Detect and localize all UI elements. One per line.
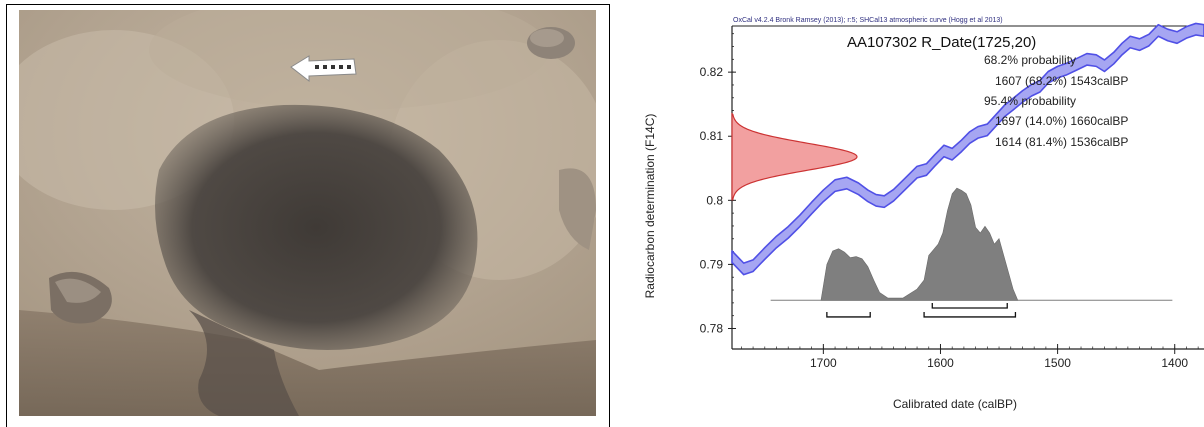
- annotation-95-range-1: 1697 (14.0%) 1660calBP: [995, 114, 1128, 128]
- x-tick-label: 1400: [1161, 356, 1188, 370]
- annotation-68-range: 1607 (68.2%) 1543calBP: [995, 74, 1128, 88]
- chart-title: AA107302 R_Date(1725,20): [847, 34, 1036, 51]
- range-bracket: [827, 312, 870, 317]
- chart-source-line: OxCal v4.2.4 Bronk Ramsey (2013); r:5; S…: [733, 17, 1003, 24]
- y-tick-label: 0.79: [700, 257, 724, 271]
- range-bracket: [924, 312, 1015, 317]
- y-tick-label: 0.82: [700, 65, 724, 79]
- y-axis-label: Radiocarbon determination (F14C): [643, 114, 657, 299]
- x-tick-label: 1500: [1044, 356, 1071, 370]
- excavation-photo-image: [19, 10, 596, 416]
- calibrated-distribution: [821, 188, 1018, 300]
- x-tick-label: 1600: [927, 356, 954, 370]
- calibration-chart: 0.78 0.79 0.8 0.81 0.82 1700 1600 1500 1400 OxCa…: [625, 4, 1204, 427]
- x-axis-label: Calibrated date (calBP): [893, 397, 1017, 411]
- excavation-photo: [19, 10, 596, 416]
- x-tick-label: 1700: [810, 356, 837, 370]
- calibration-chart-svg: 0.78 0.79 0.8 0.81 0.82 1700 1600 1500 1400 OxCa…: [625, 4, 1204, 427]
- y-tick-label: 0.78: [700, 321, 724, 335]
- y-tick-label: 0.8: [706, 193, 723, 207]
- range-bracket: [932, 303, 1007, 308]
- photo-frame: [6, 4, 610, 427]
- annotation-95-heading: 95.4% probability: [984, 94, 1076, 108]
- annotation-68-heading: 68.2% probability: [984, 53, 1076, 67]
- y-tick-label: 0.81: [700, 129, 724, 143]
- annotation-95-range-2: 1614 (81.4%) 1536calBP: [995, 135, 1128, 149]
